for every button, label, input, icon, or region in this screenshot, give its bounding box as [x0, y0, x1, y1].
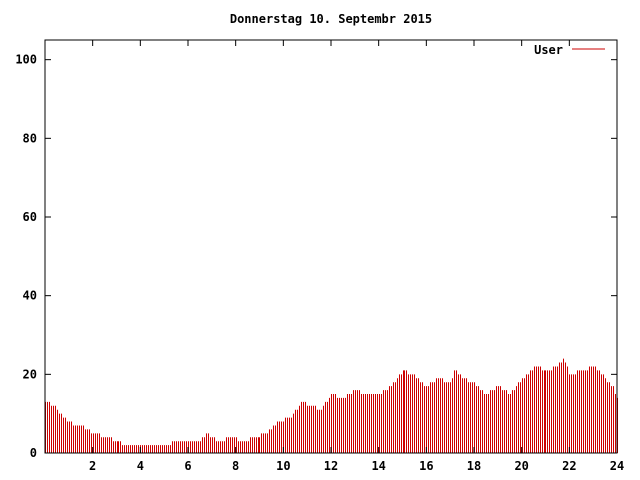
chart-title: Donnerstag 10. Septembr 2015: [230, 12, 432, 26]
x-tick-label: 24: [610, 459, 624, 473]
y-tick-label: 80: [23, 131, 37, 145]
x-tick-label: 10: [276, 459, 290, 473]
x-tick-label: 6: [184, 459, 191, 473]
y-tick-label: 20: [23, 367, 37, 381]
series-bars: [45, 358, 618, 453]
x-tick-label: 22: [562, 459, 576, 473]
x-tick-label: 4: [137, 459, 144, 473]
x-tick-label: 8: [232, 459, 239, 473]
x-tick-label: 12: [324, 459, 338, 473]
y-tick-label: 0: [30, 446, 37, 460]
y-tick-label: 60: [23, 210, 37, 224]
x-tick-label: 2: [89, 459, 96, 473]
y-tick-label: 100: [15, 53, 37, 67]
legend: User: [534, 43, 605, 57]
x-tick-label: 20: [514, 459, 528, 473]
y-tick-label: 40: [23, 289, 37, 303]
plot-frame: [44, 39, 618, 454]
x-tick-label: 14: [371, 459, 385, 473]
x-tick-label: 16: [419, 459, 433, 473]
legend-label: User: [534, 43, 563, 57]
x-tick-label: 18: [467, 459, 481, 473]
